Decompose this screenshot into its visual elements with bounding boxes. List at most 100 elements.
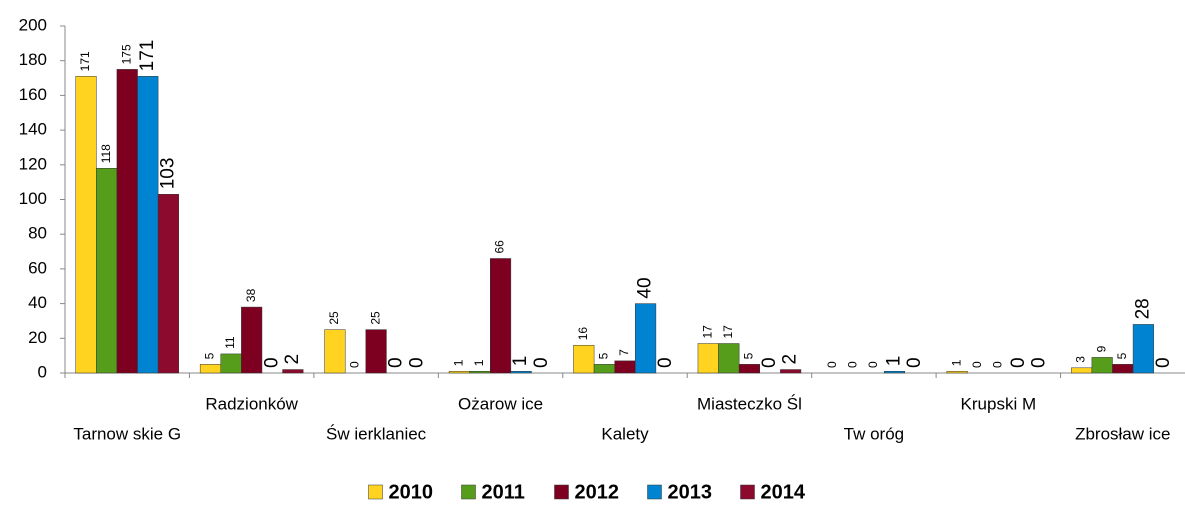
legend-label: 2014	[761, 481, 806, 503]
y-tick-label: 40	[28, 293, 47, 312]
x-tick-label: Św ierklaniec	[326, 424, 427, 443]
bar	[1132, 324, 1154, 374]
bar	[116, 69, 138, 374]
value-label: 38	[244, 288, 258, 302]
x-tick-label: Tw oróg	[844, 424, 904, 443]
bar	[157, 194, 179, 374]
value-label: 5	[203, 352, 217, 359]
bar	[614, 360, 636, 374]
value-label: 1	[452, 359, 466, 366]
value-label: 171	[78, 51, 92, 71]
value-label: 16	[576, 327, 590, 341]
legend-swatch	[554, 484, 569, 500]
value-label: 17	[700, 325, 714, 339]
bar	[137, 76, 159, 374]
bar	[738, 364, 760, 374]
value-label: 0	[386, 357, 407, 368]
value-label: 25	[327, 311, 341, 325]
value-label: 28	[1132, 298, 1153, 319]
value-label: 5	[597, 352, 611, 359]
value-label: 0	[348, 361, 362, 368]
value-label: 0	[759, 357, 780, 368]
value-label: 2	[780, 354, 801, 365]
x-tick-label: Kalety	[601, 424, 649, 443]
value-label: 1	[884, 356, 905, 367]
value-label: 0	[970, 361, 984, 368]
x-tick-label: Krupski M	[961, 394, 1037, 413]
value-label: 0	[991, 361, 1005, 368]
y-tick-label: 80	[28, 224, 47, 243]
value-label: 0	[531, 357, 552, 368]
legend-label: 2013	[668, 481, 713, 503]
bar	[697, 343, 719, 374]
value-label: 0	[1153, 357, 1174, 368]
bar	[946, 371, 968, 374]
value-label: 0	[904, 357, 925, 368]
value-label: 0	[406, 357, 427, 368]
value-label: 66	[493, 240, 507, 254]
bar	[324, 329, 346, 374]
bar	[282, 369, 304, 374]
legend-swatch	[647, 484, 662, 500]
y-tick-label: 200	[19, 15, 47, 34]
value-label: 9	[1094, 345, 1108, 352]
legend-swatch	[461, 484, 476, 500]
y-tick-label: 60	[28, 258, 47, 277]
bar	[365, 329, 387, 374]
legend-label: 2011	[482, 481, 525, 503]
value-label: 175	[119, 44, 133, 64]
legend-label: 2012	[575, 481, 620, 503]
value-label: 0	[845, 361, 859, 368]
bar	[96, 168, 118, 374]
bar	[448, 371, 470, 374]
bar	[883, 371, 906, 374]
value-label: 0	[825, 361, 839, 368]
x-tick-label: Miasteczko Śl	[697, 394, 802, 413]
value-label: 0	[655, 357, 676, 368]
value-label: 5	[1115, 352, 1129, 359]
value-label: 1	[472, 359, 486, 366]
value-label: 11	[223, 336, 237, 349]
value-label: 0	[866, 361, 880, 368]
legend-swatch	[368, 484, 383, 500]
bar	[241, 306, 263, 374]
value-label: 40	[635, 277, 656, 298]
value-label: 3	[1074, 356, 1088, 363]
bar	[573, 344, 595, 374]
bar	[490, 258, 512, 374]
x-tick-label: Tarnow skie G	[73, 424, 181, 443]
y-tick-label: 180	[19, 50, 47, 69]
y-tick-label: 100	[19, 189, 47, 208]
bar	[220, 353, 242, 374]
value-label: 1	[510, 356, 531, 367]
bar	[75, 76, 97, 374]
value-label: 103	[157, 158, 178, 190]
bar	[1112, 364, 1134, 374]
value-label: 0	[1029, 357, 1050, 368]
value-label: 1	[949, 359, 963, 366]
legend-swatch	[740, 484, 755, 500]
y-tick-label: 120	[19, 154, 47, 173]
y-tick-label: 20	[28, 328, 47, 347]
bar	[199, 364, 222, 374]
legend-label: 2010	[389, 481, 434, 503]
bar	[469, 371, 491, 374]
x-tick-label: Radzionków	[205, 394, 298, 413]
y-tick-label: 140	[19, 120, 47, 139]
bar	[780, 369, 802, 374]
x-tick-label: Ożarow ice	[458, 394, 543, 413]
bar	[635, 303, 657, 374]
bar	[593, 364, 615, 374]
x-tick-label: Zbrosław ice	[1075, 424, 1170, 443]
bar	[510, 371, 532, 374]
y-tick-label: 160	[19, 85, 47, 104]
value-label: 5	[742, 352, 756, 359]
bar	[1091, 357, 1113, 374]
y-tick-label: 0	[38, 362, 47, 381]
value-label: 118	[99, 144, 113, 163]
value-label: 25	[368, 311, 382, 325]
value-label: 0	[1008, 357, 1029, 368]
bar	[1071, 367, 1093, 374]
value-label: 0	[261, 357, 282, 368]
